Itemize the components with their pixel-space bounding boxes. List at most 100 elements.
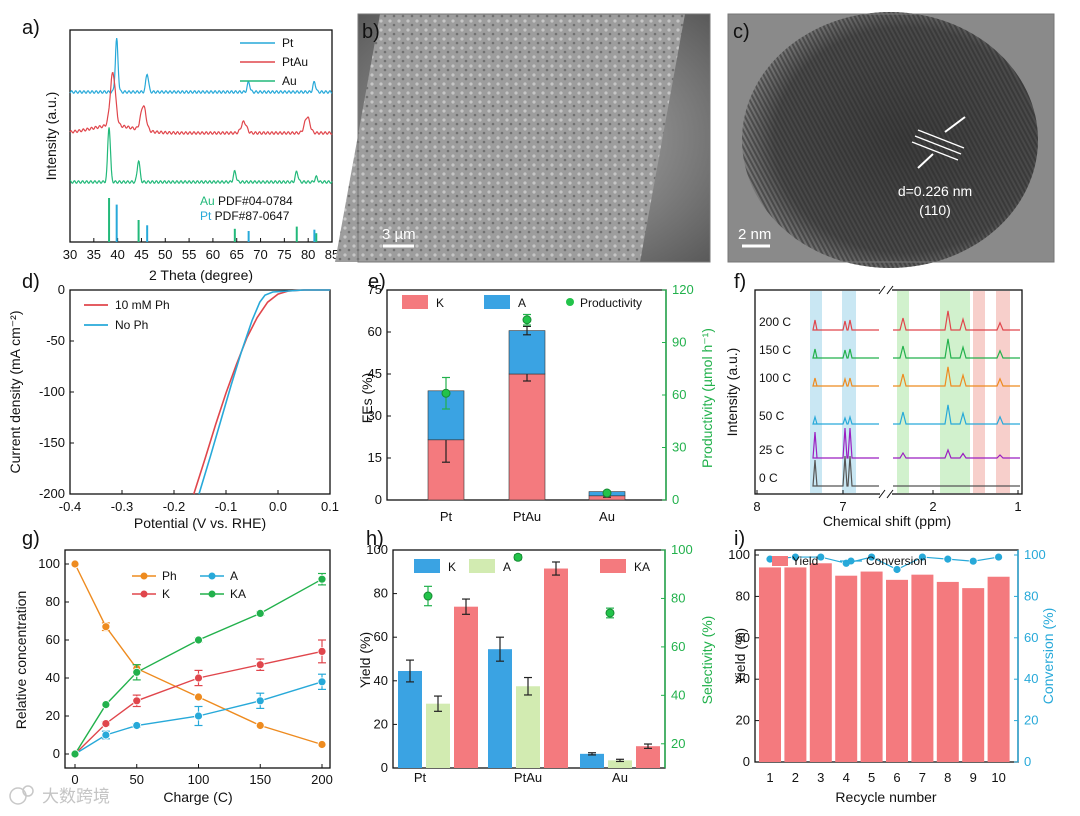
reference-card: PDF#04-0784 <box>218 194 293 208</box>
y2-tick-label: 80 <box>1024 588 1038 603</box>
y-tick-label: 100 <box>366 542 388 557</box>
y-axis-label: Yield (%) <box>357 632 373 688</box>
y-tick-label: -50 <box>46 333 65 348</box>
productivity-point <box>441 388 451 398</box>
x-category-label: 2 <box>792 770 799 785</box>
xrd-trace-au <box>69 127 333 184</box>
nmr-trace <box>893 404 1020 425</box>
legend-label: Au <box>282 74 297 88</box>
legend-label: No Ph <box>115 318 148 332</box>
xrd-trace-ptau <box>69 71 333 135</box>
x-tick-label: 2 <box>929 499 936 514</box>
y2-tick-label: 0 <box>1024 754 1031 769</box>
d-spacing-label: d=0.226 nm <box>898 183 972 199</box>
legend-label: PtAu <box>282 55 308 69</box>
bar-yield <box>809 563 832 762</box>
data-point <box>101 730 111 740</box>
bar-ka <box>636 746 660 768</box>
axes-frame <box>64 549 331 769</box>
x-tick-label: 75 <box>277 247 291 262</box>
axis-break-mark <box>886 489 894 499</box>
x-category-label: Pt <box>414 770 427 785</box>
y2-tick-label: 60 <box>671 639 685 654</box>
watermark-text: 大数跨境 <box>42 787 110 806</box>
y2-tick-label: 120 <box>672 282 694 297</box>
bar-a <box>608 760 632 768</box>
nmr-trace <box>893 448 1020 459</box>
scale-bar-label: 3 µm <box>382 226 416 243</box>
y-tick-label: 20 <box>736 713 750 728</box>
y-tick-label: -100 <box>39 384 65 399</box>
legend-label: 10 mM Ph <box>115 298 170 312</box>
bar-yield <box>911 574 934 762</box>
nmr-trace <box>812 414 879 425</box>
x-category-label: PtAu <box>513 509 541 524</box>
y2-tick-label: 30 <box>672 440 686 455</box>
x-tick-label: -0.2 <box>163 499 185 514</box>
fiber-texture <box>530 14 685 262</box>
arrow <box>944 116 966 133</box>
data-point <box>132 667 142 677</box>
bar-k <box>508 373 546 501</box>
y-axis-label: Current density (mA cm⁻²) <box>7 311 23 474</box>
y-axis-label: Relative concentration <box>13 591 29 730</box>
x-tick-label: 35 <box>87 247 101 262</box>
panel-a: 30 35 40 45 50 55 60 65 70 75 80 85 2 Theta (degree)… <box>43 29 339 283</box>
x-tick-label: 8 <box>753 499 760 514</box>
nmr-trace <box>812 427 879 459</box>
x-tick-label: 0 <box>71 772 78 787</box>
reference-label: Pt PDF#87-0647 <box>200 209 290 223</box>
scale-bar-label: 2 nm <box>738 226 771 243</box>
legend-swatch <box>566 298 574 306</box>
trace-label: 100 C <box>759 371 791 385</box>
legend-label: K <box>162 587 170 601</box>
panel-letter: b) <box>362 21 380 43</box>
nmr-trace <box>893 338 1020 359</box>
y-tick-label: 60 <box>368 324 382 339</box>
data-point <box>132 696 142 706</box>
trace-label: 0 C <box>759 471 778 485</box>
x-tick-label: 200 <box>311 772 333 787</box>
y2-tick-label: 90 <box>672 335 686 350</box>
x-axis-label: 2 Theta (degree) <box>149 267 253 283</box>
y2-tick-label: 40 <box>1024 671 1038 686</box>
trace-label: 50 C <box>759 409 785 423</box>
y-tick-label: -150 <box>39 435 65 450</box>
legend-label: KA <box>230 587 246 601</box>
legend-label: K <box>436 296 444 310</box>
nmr-trace <box>812 348 879 359</box>
legend-marker <box>208 590 216 598</box>
x-axis-label: Potential (V vs. RHE) <box>134 515 266 531</box>
axis-break-mark <box>878 285 886 295</box>
series-line <box>74 681 323 755</box>
panel-d: -0.4 -0.3 -0.2 -0.1 0.0 0.1 -200 -150 -100 -50 0 Po… <box>7 282 339 531</box>
x-axis-label: Chemical shift (ppm) <box>823 513 951 529</box>
bar-ka <box>544 568 568 768</box>
panel-letter: a) <box>22 17 40 39</box>
panel-letter: c) <box>733 21 750 43</box>
y-tick-label: 80 <box>374 586 388 601</box>
x-category-label: 8 <box>944 770 951 785</box>
legend-swatch <box>772 556 788 566</box>
y-tick-label: 0 <box>58 282 65 297</box>
panel-letter: e) <box>368 271 386 293</box>
data-point <box>70 749 80 759</box>
y-tick-label: 15 <box>368 450 382 465</box>
x-tick-label: 30 <box>63 247 77 262</box>
data-point <box>194 692 203 702</box>
x-axis-label: Charge (C) <box>163 789 232 805</box>
bar-a <box>426 703 450 768</box>
panel-g: 0 50 100 150 200 0 20 40 60 80 100 Charge (C) Relati… <box>13 549 333 805</box>
y2-tick-label: 0 <box>672 492 679 507</box>
panel-letter: f) <box>734 271 746 293</box>
x-tick-label: -0.1 <box>215 499 237 514</box>
watermark: 大数跨境 <box>9 785 110 806</box>
highlight-band <box>897 291 909 493</box>
bar-yield <box>784 567 807 762</box>
data-point <box>317 740 327 749</box>
legend-label: KA <box>634 560 650 574</box>
x-category-label: Au <box>599 509 615 524</box>
y-tick-label: 40 <box>46 670 60 685</box>
nmr-trace <box>812 319 879 331</box>
conversion-point <box>918 552 927 562</box>
